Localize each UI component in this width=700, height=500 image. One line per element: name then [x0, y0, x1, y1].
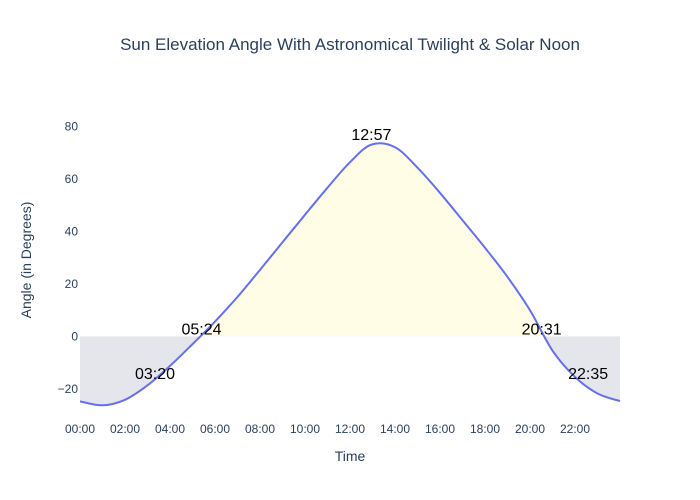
x-tick-label: 16:00: [425, 422, 455, 436]
x-tick-label: 18:00: [470, 422, 500, 436]
x-tick-label: 12:00: [335, 422, 365, 436]
fill-areas: [80, 143, 620, 406]
y-tick-label: 40: [65, 224, 79, 238]
chart-title: Sun Elevation Angle With Astronomical Tw…: [120, 35, 580, 54]
x-tick-label: 10:00: [290, 422, 320, 436]
y-tick-label: 20: [65, 277, 79, 291]
y-tick-label: 60: [65, 172, 79, 186]
x-axis-title: Time: [335, 448, 366, 464]
time-annotation: 12:57: [351, 127, 391, 144]
x-tick-label: 14:00: [380, 422, 410, 436]
y-tick-label: 0: [71, 329, 78, 343]
elevation-line: [79, 142, 621, 407]
y-tick-label: −20: [58, 382, 79, 396]
daylight-fill: [80, 143, 620, 337]
x-tick-label: 00:00: [65, 422, 95, 436]
x-tick-label: 22:00: [560, 422, 590, 436]
x-tick-label: 06:00: [200, 422, 230, 436]
time-annotation: 03:20: [135, 366, 175, 383]
x-tick-label: 02:00: [110, 422, 140, 436]
time-annotation: 05:24: [181, 321, 221, 338]
night-fill: [80, 336, 620, 406]
y-axis-ticks: 80 60 40 20 0 −20: [58, 119, 79, 396]
time-annotation: 20:31: [522, 321, 562, 338]
x-tick-label: 08:00: [245, 422, 275, 436]
x-tick-label: 04:00: [155, 422, 185, 436]
annotations: 03:20 05:24 12:57 20:31 22:35: [135, 127, 608, 383]
x-tick-label: 20:00: [515, 422, 545, 436]
x-axis-ticks: 00:00 02:00 04:00 06:00 08:00 10:00 12:00 14:00…: [65, 422, 590, 436]
elevation-curve-group: [79, 142, 621, 407]
time-annotation: 22:35: [568, 366, 608, 383]
y-tick-label: 80: [65, 119, 79, 133]
y-axis-title: Angle (in Degrees): [18, 202, 34, 319]
